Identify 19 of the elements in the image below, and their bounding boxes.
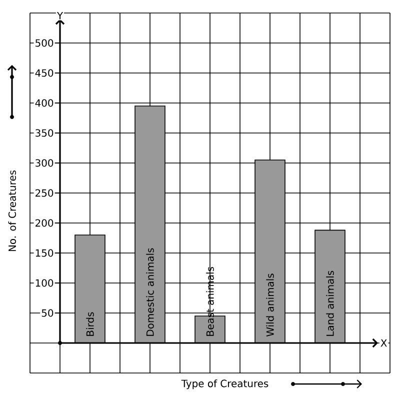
y-tick-label: 50 bbox=[42, 309, 54, 317]
y-tick-label: 100 bbox=[36, 279, 54, 287]
x-tick-label: Wild animals bbox=[266, 274, 274, 336]
y-axis-title: No. of Creatures bbox=[8, 170, 16, 252]
y-tick-label: 150 bbox=[36, 249, 54, 257]
x-tick-label: Domestic animals bbox=[146, 248, 154, 336]
y-tick-label: 250 bbox=[36, 189, 54, 197]
x-tick-label: Beast animals bbox=[206, 267, 214, 336]
y-tick-label: 400 bbox=[35, 99, 54, 107]
x-axis-title: Type of Creatures bbox=[181, 380, 268, 390]
y-tick-label: 350 bbox=[36, 129, 54, 137]
annotation: Y bbox=[56, 12, 64, 20]
x-tick-label: Birds bbox=[86, 312, 94, 336]
y-tick-label: 300 bbox=[36, 159, 54, 167]
y-tick-label: 200 bbox=[36, 219, 54, 227]
annotation: X bbox=[380, 339, 387, 347]
y-tick-label: 450 bbox=[35, 69, 54, 77]
x-tick-label: Land animals bbox=[326, 270, 334, 336]
y-tick-label: 500 bbox=[36, 39, 54, 47]
